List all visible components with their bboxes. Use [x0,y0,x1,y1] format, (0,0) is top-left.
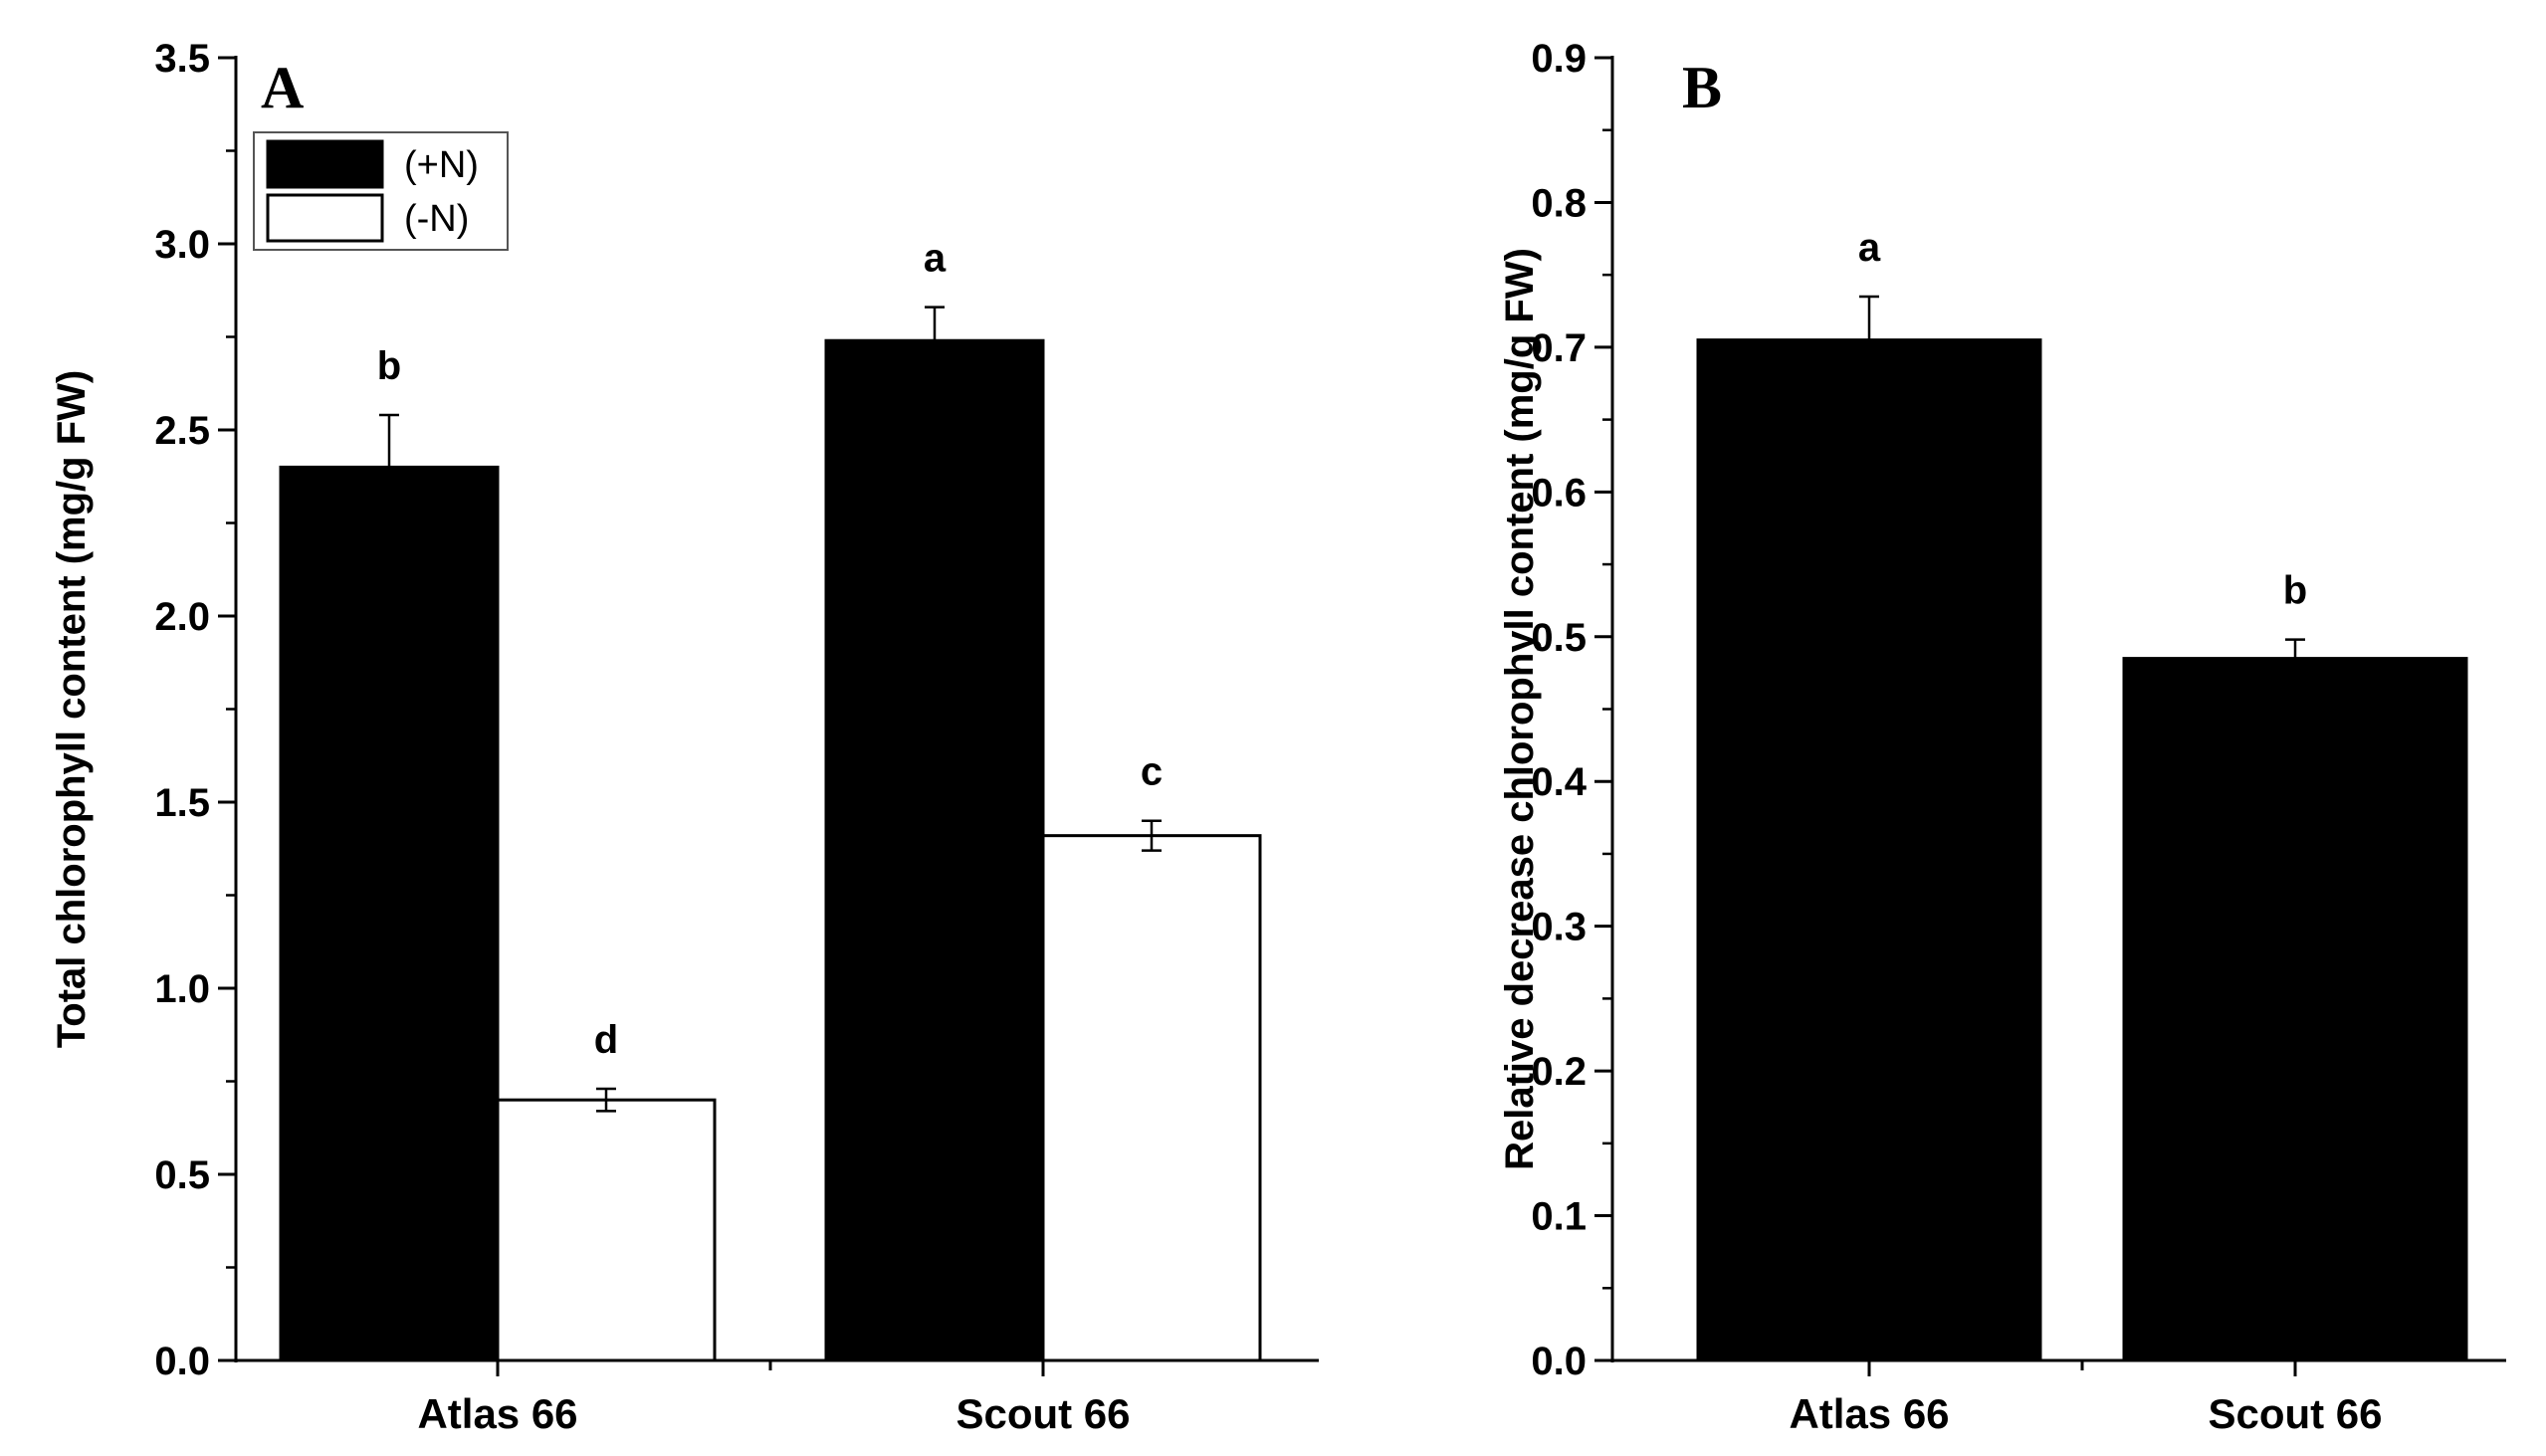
legend-swatch [266,139,384,189]
bar [496,1098,717,1362]
legend: (+N) (-N) [253,131,509,251]
legend-label: (-N) [404,198,469,240]
legend-label: (+N) [404,144,479,186]
significance-label: b [2283,569,2307,613]
bar [824,338,1045,1362]
y-tick-label: 0.6 [1531,471,1587,515]
y-axis-title: Total chlorophyll content (mg/g FW) [50,370,94,1048]
y-tick-label: 2.5 [154,409,210,453]
y-tick-label: 2.0 [154,595,210,639]
y-tick-label: 1.5 [154,781,210,825]
y-tick-label: 0.2 [1531,1050,1587,1094]
panel-letter: A [261,55,304,120]
y-tick-label: 0.9 [1531,37,1587,81]
y-tick-label: 0.0 [154,1340,210,1383]
y-axis-title: Relative decrease chlorophyll content (m… [1498,248,1542,1170]
y-tick-label: 3.0 [154,223,210,267]
x-tick-label: Atlas 66 [1789,1390,1949,1437]
significance-label: a [1858,226,1881,270]
y-tick-label: 0.3 [1531,906,1587,949]
x-tick-label: Atlas 66 [417,1390,577,1437]
significance-label: d [594,1018,618,1062]
y-tick-label: 0.5 [1531,616,1587,660]
y-tick-label: 1.0 [154,967,210,1011]
y-tick-label: 0.0 [1531,1340,1587,1383]
bar [1041,834,1262,1362]
bar [2122,657,2468,1362]
y-tick-label: 0.4 [1531,760,1587,804]
significance-label: b [377,344,401,388]
y-tick-label: 0.7 [1531,326,1587,370]
y-tick-label: 0.8 [1531,181,1587,225]
panel-a-chart: b a d c 0.0 0.5 1.0 1.5 2.0 2.5 3.0 3.5 Atlas 66 Scou… [50,37,1319,1437]
y-tick-label: 0.5 [154,1153,210,1197]
significance-label: a [924,237,947,281]
x-tick-label: Scout 66 [2208,1390,2382,1437]
bar [279,465,500,1362]
y-tick-label: 0.1 [1531,1195,1587,1239]
x-tick-label: Scout 66 [955,1390,1130,1437]
panel-letter: B [1682,55,1722,120]
significance-label: c [1141,750,1163,794]
bar [1696,338,2042,1362]
panel-b-chart: a b 0.0 0.1 0.2 0.3 0.4 0.5 0.6 0.7 0.8 0.9 Atlas 66… [1498,37,2506,1437]
y-tick-label: 3.5 [154,37,210,81]
legend-swatch [266,193,384,243]
